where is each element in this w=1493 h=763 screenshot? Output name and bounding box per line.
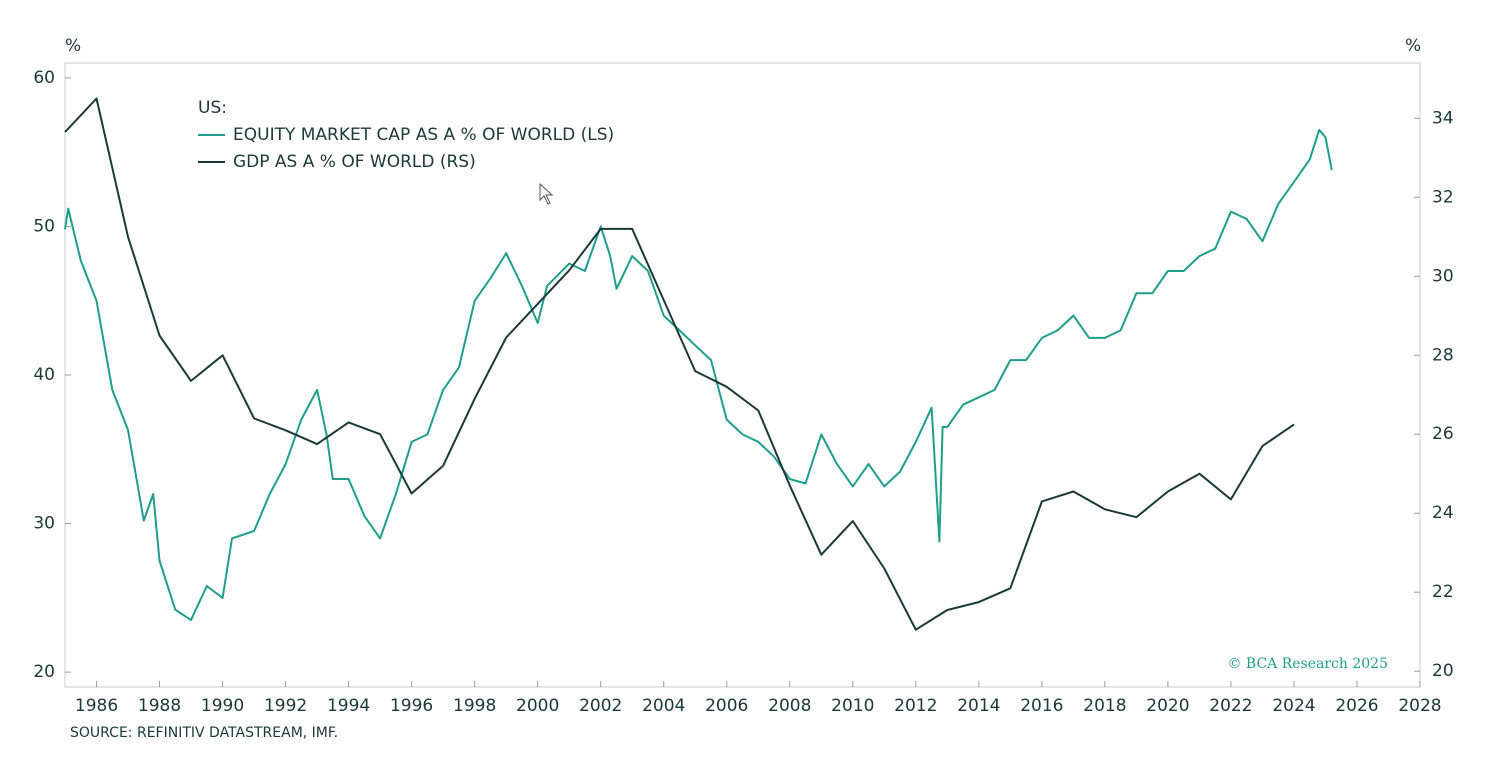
y-tick-label: 40 (33, 365, 55, 385)
source: SOURCE: REFINITIV DATASTREAM, IMF. (70, 725, 338, 741)
cursor (539, 182, 554, 205)
line-series (64, 128, 1333, 622)
x-tick-label: 2004 (642, 696, 685, 716)
y2-tick-label: 20 (1432, 661, 1454, 681)
y-tick-label: 50 (33, 216, 55, 236)
x-tick-label: 1992 (264, 696, 307, 716)
x-tick-label: 2018 (1083, 696, 1126, 716)
y2-unit: % (1405, 36, 1421, 56)
legend-title: US: (198, 98, 227, 118)
line-series (64, 97, 1295, 631)
y2-tick-label: 28 (1432, 345, 1454, 365)
x-tick-label: 2000 (516, 696, 559, 716)
x-tick-label: 2026 (1335, 696, 1378, 716)
x-tick-label: 1996 (390, 696, 433, 716)
x-tick-label: 2016 (1020, 696, 1063, 716)
x-tick-label: 2010 (831, 696, 874, 716)
y2-tick-label: 30 (1432, 266, 1454, 286)
x-tick-label: 2020 (1146, 696, 1189, 716)
y-tick-label: 30 (33, 514, 55, 534)
x-tick-label: 2008 (768, 696, 811, 716)
y2-tick-label: 24 (1432, 503, 1454, 523)
x-tick-label: 1998 (453, 696, 496, 716)
x-tick-label: 2024 (1272, 696, 1315, 716)
x-tick-label: 1986 (75, 696, 118, 716)
x-tick-label: 1990 (201, 696, 244, 716)
x-tick-label: 2012 (894, 696, 937, 716)
x-tick-label: 2006 (705, 696, 748, 716)
x-tick-label: 2002 (579, 696, 622, 716)
y2-tick-label: 32 (1432, 187, 1454, 207)
copyright: © BCA Research 2025 (1227, 656, 1388, 672)
legend-label: EQUITY MARKET CAP AS A % OF WORLD (LS) (233, 125, 614, 145)
y-tick-label: 20 (33, 662, 55, 682)
y2-tick-label: 34 (1432, 108, 1454, 128)
x-tick-label: 1988 (138, 696, 181, 716)
y2-tick-label: 22 (1432, 582, 1454, 602)
y-tick-label: 60 (33, 68, 55, 88)
legend-label: GDP AS A % OF WORLD (RS) (233, 152, 476, 172)
x-tick-label: 1994 (327, 696, 370, 716)
x-tick-label: 2022 (1209, 696, 1252, 716)
y-unit: % (65, 36, 81, 56)
y2-tick-label: 26 (1432, 424, 1454, 444)
x-tick-label: 2028 (1398, 696, 1441, 716)
x-tick-label: 2014 (957, 696, 1000, 716)
